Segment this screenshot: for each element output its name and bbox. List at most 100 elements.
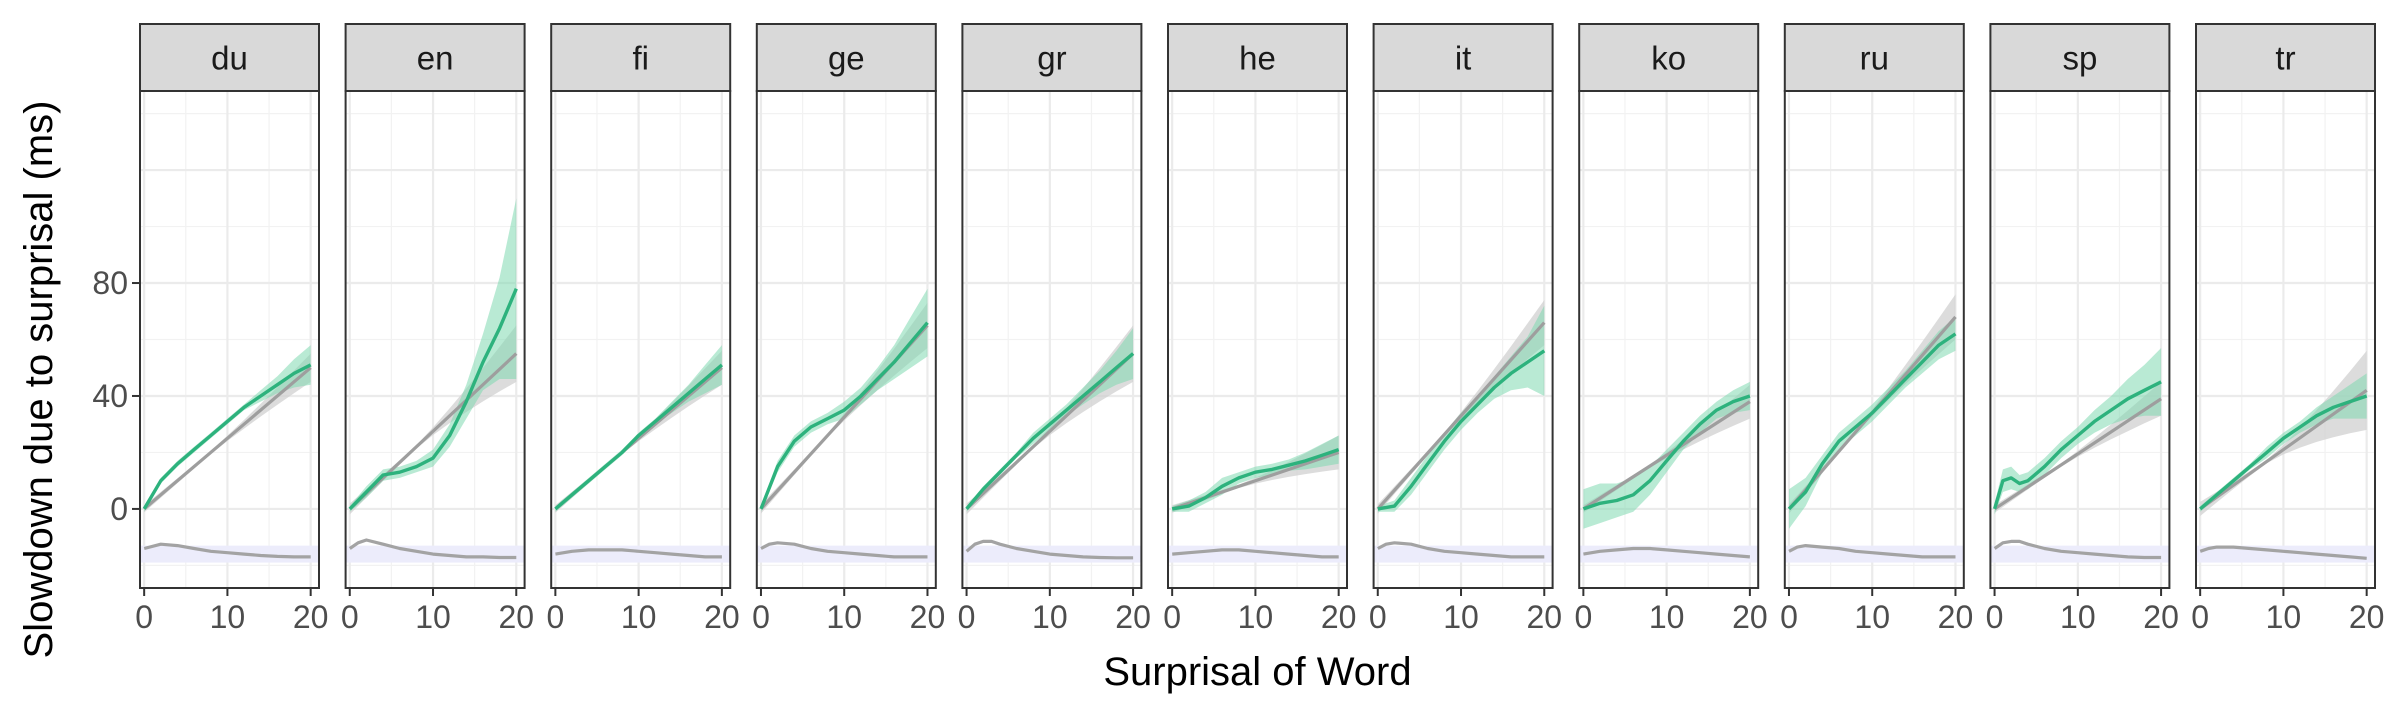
x-tick-label: 20 xyxy=(2349,599,2385,635)
x-tick-label: 0 xyxy=(546,599,564,635)
linear-fit-line xyxy=(2199,388,2368,511)
panel-plot xyxy=(551,345,731,563)
facet-strip-label: sp xyxy=(2062,40,2097,77)
x-tick-label: 20 xyxy=(1732,599,1768,635)
smooth-fit-line xyxy=(554,363,723,511)
facet-strip xyxy=(550,23,732,92)
smooth-fit-line xyxy=(142,363,312,510)
smooth-fit-ci-band xyxy=(2200,373,2367,512)
smooth-fit-line xyxy=(1582,394,1751,511)
facet-strip xyxy=(1989,23,2171,92)
facet-panel-du: du 0 10 20 xyxy=(135,23,329,635)
x-tick-label: 0 xyxy=(1369,599,1387,635)
density-curve xyxy=(2199,545,2367,560)
facet-panel-gr: gr 0 10 20 xyxy=(958,23,1151,635)
y-tick-label: 80 xyxy=(92,265,128,301)
facet-panel-ko: ko 0 10 20 xyxy=(1574,23,1768,635)
density-band xyxy=(2196,545,2375,563)
x-tick-label: 10 xyxy=(1032,599,1068,635)
panel-plot xyxy=(140,345,319,563)
x-tick-label: 10 xyxy=(621,599,657,635)
panel-grid xyxy=(1168,91,1347,588)
panel-plot xyxy=(1990,348,2170,563)
linear-fit-line xyxy=(1582,400,1751,511)
panel-plot xyxy=(1168,435,1347,563)
x-tick-label: 0 xyxy=(1986,599,2004,635)
linear-fit-line xyxy=(1993,397,2162,511)
smooth-fit-line xyxy=(2199,394,2368,511)
x-tick-label: 0 xyxy=(1574,599,1592,635)
density-curve xyxy=(1788,544,1956,559)
smooth-fit-line xyxy=(759,321,929,510)
facet-strip-label: en xyxy=(417,40,454,77)
facet-strip xyxy=(139,23,320,92)
linear-fit-ci-band xyxy=(2200,350,2367,516)
facet-strip xyxy=(961,23,1143,92)
panel-plot xyxy=(345,198,525,563)
linear-fit-line xyxy=(965,352,1135,511)
x-tick-label: 20 xyxy=(910,599,946,635)
facet-strip-label: tr xyxy=(2275,40,2295,77)
x-tick-label: 10 xyxy=(415,599,451,635)
linear-fit-line xyxy=(143,366,312,511)
x-tick-label: 20 xyxy=(1321,599,1357,635)
facet-strip xyxy=(2195,23,2376,92)
density-curve xyxy=(1172,548,1339,559)
facet-strip xyxy=(1578,23,1760,92)
density-curve xyxy=(965,539,1134,560)
facet-panel-sp: sp 0 10 20 xyxy=(1986,23,2179,635)
x-tick-label: 0 xyxy=(958,599,976,635)
y-tick-label: 40 xyxy=(92,378,128,414)
density-curve xyxy=(555,548,722,559)
facet-strip-label: fi xyxy=(632,40,649,77)
x-tick-label: 0 xyxy=(1163,599,1181,635)
smooth-fit-ci-band xyxy=(144,345,311,512)
x-tick-label: 10 xyxy=(826,599,862,635)
x-tick-label: 10 xyxy=(1443,599,1479,635)
x-tick-label: 20 xyxy=(293,599,329,635)
facet-strip-label: du xyxy=(211,40,248,77)
x-axis-title: Surprisal of Word xyxy=(1103,650,1411,694)
x-tick-label: 0 xyxy=(752,599,770,635)
panel-plot xyxy=(1579,381,1759,563)
facet-panel-en: en 0 10 20 xyxy=(341,23,534,635)
x-tick-label: 10 xyxy=(1854,599,1890,635)
facet-panel-he: he 0 10 20 xyxy=(1163,23,1357,635)
facet-strip xyxy=(1372,23,1554,92)
density-band xyxy=(1168,545,1347,563)
x-tick-label: 10 xyxy=(210,599,246,635)
linear-fit-line xyxy=(1376,321,1546,510)
density-curve xyxy=(348,538,517,560)
smooth-fit-line xyxy=(348,288,518,511)
smooth-fit-line xyxy=(1171,447,1340,511)
x-tick-label: 10 xyxy=(2060,599,2096,635)
smooth-fit-line xyxy=(965,352,1135,510)
facet-panel-it: it 0 10 20 xyxy=(1369,23,1562,635)
x-tick-label: 20 xyxy=(1526,599,1562,635)
density-curve xyxy=(143,542,311,559)
facet-strip-label: he xyxy=(1239,40,1276,77)
facet-strip-label: it xyxy=(1455,40,1472,77)
x-tick-label: 20 xyxy=(1938,599,1974,635)
facet-strip-label: ko xyxy=(1651,40,1686,77)
facet-panel-fi: fi 0 10 20 xyxy=(546,23,740,635)
panel-plot xyxy=(756,288,936,563)
facet-panel-ru: ru 0 10 20 xyxy=(1780,23,1974,635)
density-curve xyxy=(760,541,928,559)
panel-grid xyxy=(140,91,319,588)
density-curve xyxy=(1583,546,1751,559)
x-tick-label: 10 xyxy=(1238,599,1274,635)
x-tick-label: 20 xyxy=(704,599,740,635)
x-tick-label: 0 xyxy=(2191,599,2209,635)
facet-panel-tr: tr 0 10 20 xyxy=(2191,23,2385,635)
facet-strip xyxy=(1167,23,1348,92)
smooth-fit-line xyxy=(1992,380,2162,510)
x-tick-label: 0 xyxy=(341,599,359,635)
x-tick-label: 20 xyxy=(498,599,534,635)
x-tick-label: 0 xyxy=(135,599,153,635)
facet-strip-label: gr xyxy=(1037,40,1066,77)
panel-plot xyxy=(1373,300,1553,563)
smooth-fit-ci-band xyxy=(349,198,517,512)
